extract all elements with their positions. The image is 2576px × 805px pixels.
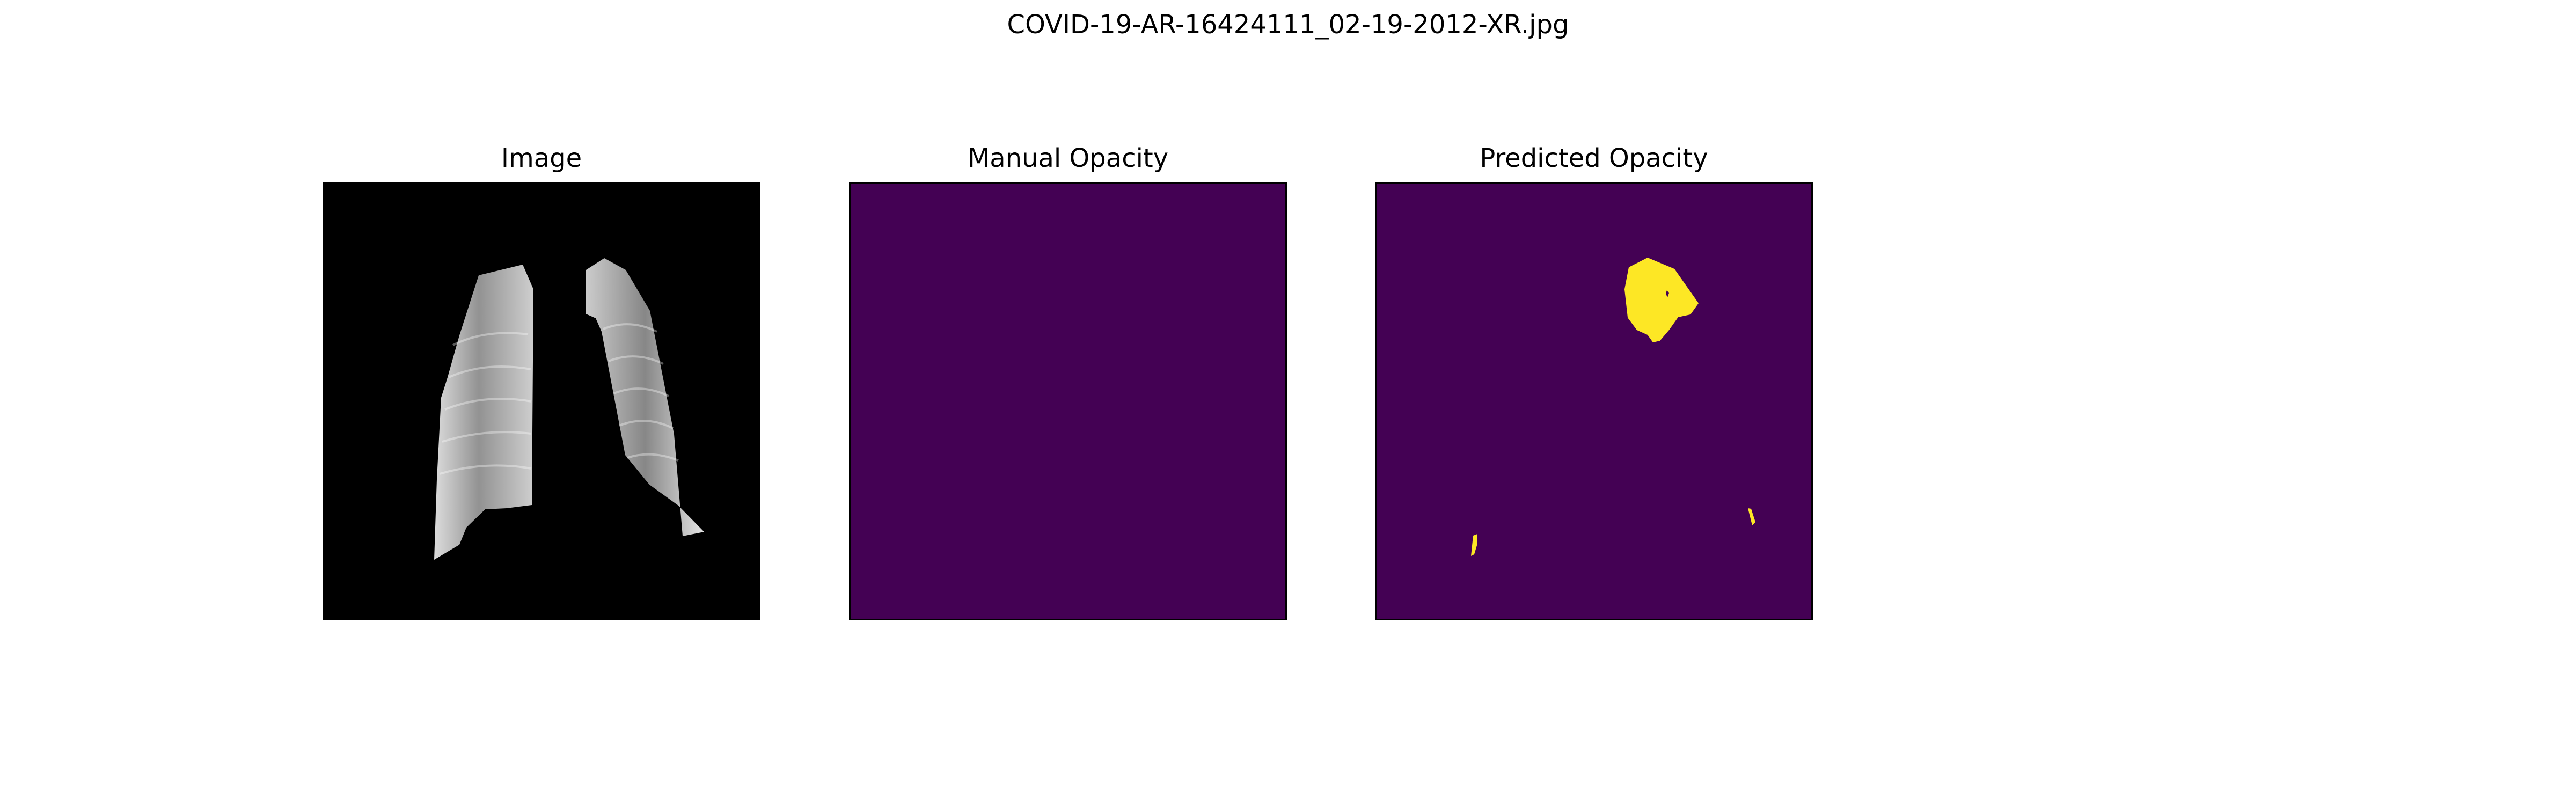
image-panel-title: Image — [501, 143, 582, 173]
xray-lungs-image — [434, 258, 704, 560]
right-lung-shape — [586, 258, 704, 536]
left-lung-shape — [434, 265, 533, 560]
manual-opacity-panel-title: Manual Opacity — [967, 143, 1169, 173]
predicted-opacity-panel-title: Predicted Opacity — [1480, 143, 1708, 173]
predicted-opacity-mask-panel — [1375, 182, 1813, 620]
xray-image-panel — [323, 182, 760, 620]
manual-opacity-mask-panel — [849, 182, 1287, 620]
predicted-opacity-region-large — [1624, 258, 1699, 342]
predicted-opacity-dot — [1666, 290, 1669, 297]
predicted-opacity-region-small-right — [1748, 508, 1755, 525]
predicted-opacity-mask — [1471, 258, 1755, 556]
figure-title: COVID-19-AR-16424111_02-19-2012-XR.jpg — [1007, 10, 1569, 40]
predicted-opacity-region-small-left — [1471, 534, 1477, 556]
